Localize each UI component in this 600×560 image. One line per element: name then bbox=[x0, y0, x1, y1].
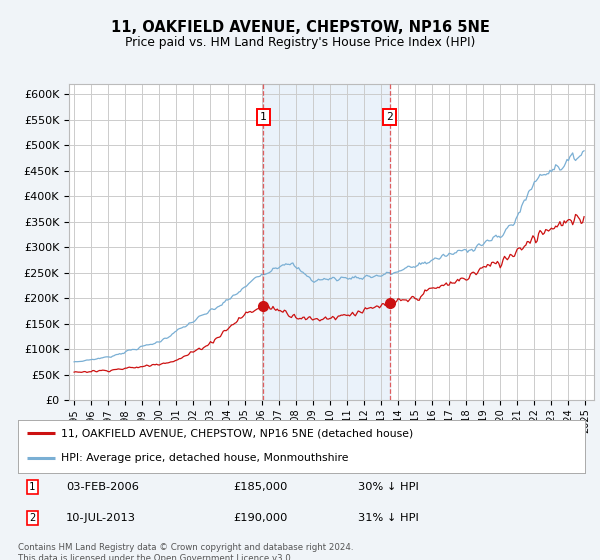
Text: 2: 2 bbox=[386, 112, 394, 122]
Text: 10-JUL-2013: 10-JUL-2013 bbox=[66, 513, 136, 523]
Text: Contains HM Land Registry data © Crown copyright and database right 2024.
This d: Contains HM Land Registry data © Crown c… bbox=[18, 543, 353, 560]
Text: HPI: Average price, detached house, Monmouthshire: HPI: Average price, detached house, Monm… bbox=[61, 453, 348, 463]
Text: 1: 1 bbox=[29, 482, 35, 492]
Text: 1: 1 bbox=[260, 112, 266, 122]
Text: 30% ↓ HPI: 30% ↓ HPI bbox=[358, 482, 419, 492]
Text: Price paid vs. HM Land Registry's House Price Index (HPI): Price paid vs. HM Land Registry's House … bbox=[125, 36, 475, 49]
Bar bbox=[263, 84, 390, 400]
Text: 11, OAKFIELD AVENUE, CHEPSTOW, NP16 5NE (detached house): 11, OAKFIELD AVENUE, CHEPSTOW, NP16 5NE … bbox=[61, 428, 413, 438]
Text: 03-FEB-2006: 03-FEB-2006 bbox=[66, 482, 139, 492]
Text: 2: 2 bbox=[29, 513, 35, 523]
Text: 11, OAKFIELD AVENUE, CHEPSTOW, NP16 5NE: 11, OAKFIELD AVENUE, CHEPSTOW, NP16 5NE bbox=[110, 20, 490, 35]
Text: £185,000: £185,000 bbox=[233, 482, 288, 492]
Text: £190,000: £190,000 bbox=[233, 513, 288, 523]
Text: 31% ↓ HPI: 31% ↓ HPI bbox=[358, 513, 419, 523]
